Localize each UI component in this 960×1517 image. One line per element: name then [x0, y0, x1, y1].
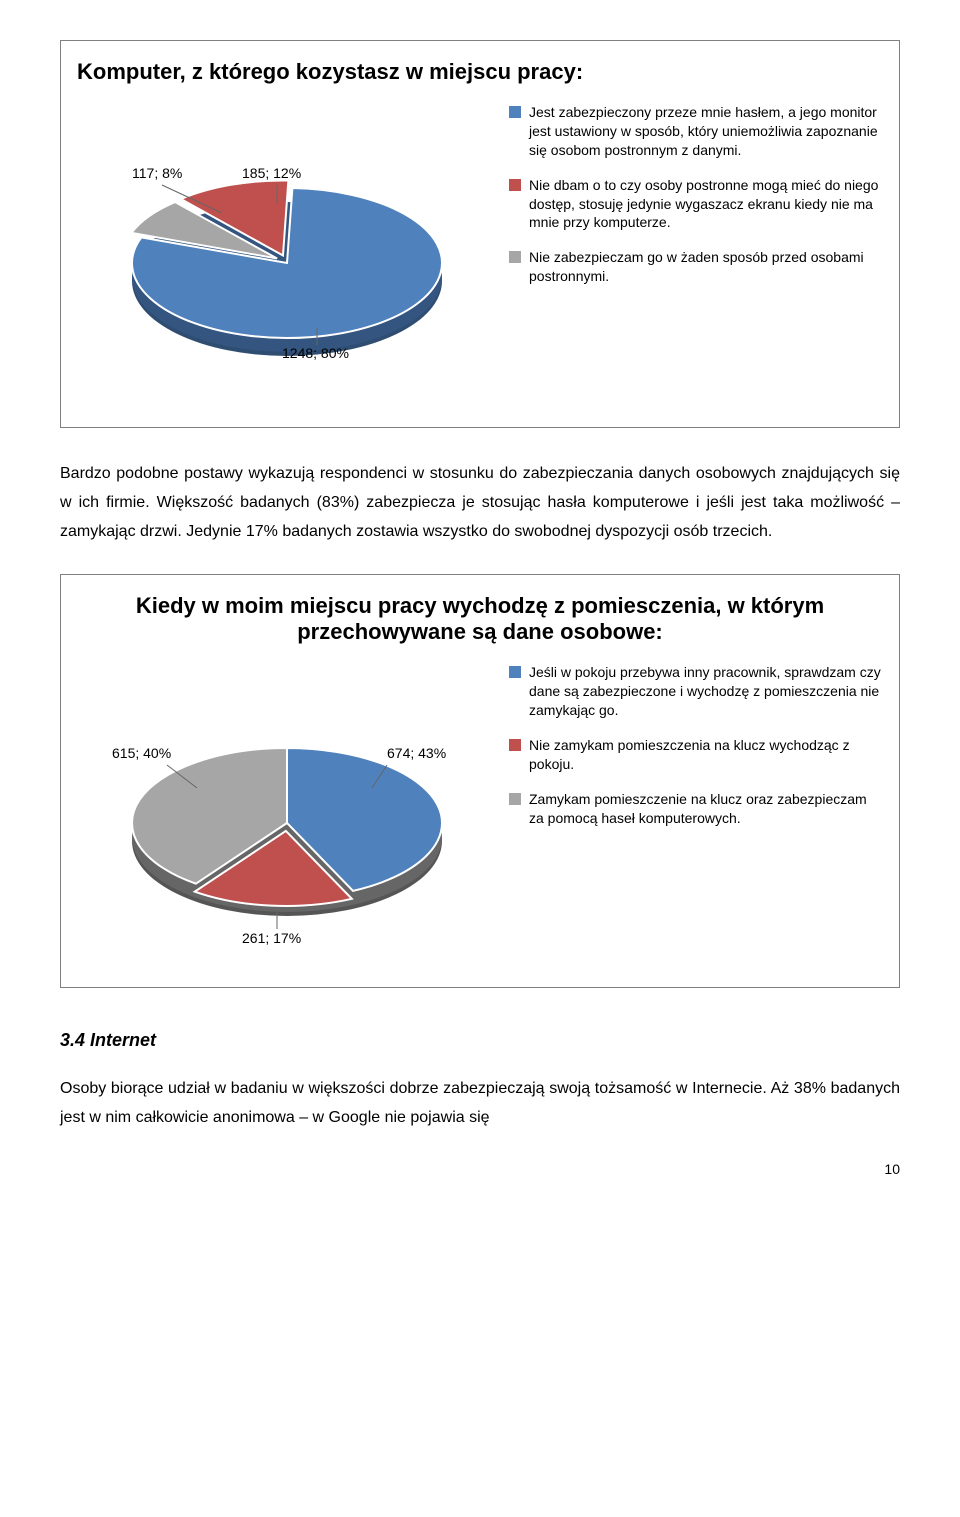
chart1-box: Komputer, z którego kozystasz w miejscu …: [60, 40, 900, 428]
chart1-pie-wrap: 117; 8% 185; 12% 1248; 80%: [77, 103, 497, 403]
chart1-slices: [131, 180, 442, 338]
legend-text: Nie zamykam pomieszczenia na klucz wycho…: [529, 736, 883, 774]
chart2-pie-svg: 615; 40% 674; 43% 261; 17%: [77, 663, 497, 963]
paragraph-2: Osoby biorące udział w badaniu w większo…: [60, 1075, 900, 1133]
legend-swatch: [509, 739, 521, 751]
legend-item: Nie dbam o to czy osoby postronne mogą m…: [509, 176, 883, 233]
paragraph-1: Bardzo podobne postawy wykazują responde…: [60, 460, 900, 546]
legend-text: Nie dbam o to czy osoby postronne mogą m…: [529, 176, 883, 233]
legend-item: Jest zabezpieczony przeze mnie hasłem, a…: [509, 103, 883, 160]
chart1-body: 117; 8% 185; 12% 1248; 80% Jest zabezpie…: [77, 103, 883, 403]
section-heading: 3.4 Internet: [60, 1030, 900, 1051]
legend-text: Zamykam pomieszczenie na klucz oraz zabe…: [529, 790, 883, 828]
slice-label: 615; 40%: [112, 745, 171, 761]
legend-item: Nie zabezpieczam go w żaden sposób przed…: [509, 248, 883, 286]
legend-swatch: [509, 179, 521, 191]
chart1-title: Komputer, z którego kozystasz w miejscu …: [77, 59, 883, 85]
chart2-legend: Jeśli w pokoju przebywa inny pracownik, …: [509, 663, 883, 843]
chart1-legend: Jest zabezpieczony przeze mnie hasłem, a…: [509, 103, 883, 302]
legend-swatch: [509, 106, 521, 118]
legend-item: Nie zamykam pomieszczenia na klucz wycho…: [509, 736, 883, 774]
slice-label: 674; 43%: [387, 745, 446, 761]
legend-text: Nie zabezpieczam go w żaden sposób przed…: [529, 248, 883, 286]
chart2-pie-wrap: 615; 40% 674; 43% 261; 17%: [77, 663, 497, 963]
legend-text: Jest zabezpieczony przeze mnie hasłem, a…: [529, 103, 883, 160]
legend-item: Zamykam pomieszczenie na klucz oraz zabe…: [509, 790, 883, 828]
legend-swatch: [509, 251, 521, 263]
chart2-box: Kiedy w moim miejscu pracy wychodzę z po…: [60, 574, 900, 988]
legend-text: Jeśli w pokoju przebywa inny pracownik, …: [529, 663, 883, 720]
legend-swatch: [509, 666, 521, 678]
slice-label: 261; 17%: [242, 930, 301, 946]
slice-label: 185; 12%: [242, 165, 301, 181]
chart2-body: 615; 40% 674; 43% 261; 17% Jeśli w pokoj…: [77, 663, 883, 963]
legend-swatch: [509, 793, 521, 805]
chart2-title: Kiedy w moim miejscu pracy wychodzę z po…: [77, 593, 883, 645]
slice-label: 1248; 80%: [282, 345, 349, 361]
chart1-pie-svg: 117; 8% 185; 12% 1248; 80%: [77, 103, 497, 403]
legend-item: Jeśli w pokoju przebywa inny pracownik, …: [509, 663, 883, 720]
slice-label: 117; 8%: [132, 165, 182, 181]
page-number: 10: [60, 1161, 900, 1177]
